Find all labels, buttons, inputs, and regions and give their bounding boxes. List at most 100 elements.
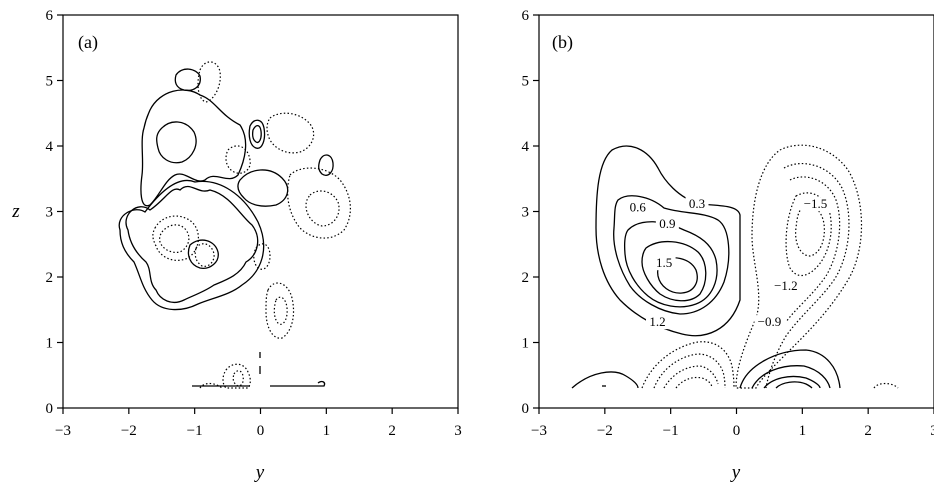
y-tick-label: 4 xyxy=(522,139,530,155)
panel-b-contour-dotted xyxy=(641,341,735,389)
contour-label: 1.2 xyxy=(649,314,665,329)
contour-label-bg xyxy=(646,315,669,330)
panel-a-contour-solid xyxy=(174,68,201,92)
panel-b-contours xyxy=(571,144,899,389)
panel-a-contour-dotted xyxy=(159,224,190,253)
panel-a-frame xyxy=(62,14,459,409)
x-tick-label: 2 xyxy=(388,423,396,439)
x-tick-label: 3 xyxy=(454,423,462,439)
panel-a-contour-solid xyxy=(118,179,265,311)
contour-label: 0.9 xyxy=(659,216,675,231)
x-tick-label: 0 xyxy=(733,423,741,439)
panel-b-contour-dotted xyxy=(873,382,899,389)
contour-label-bg xyxy=(770,279,801,294)
panel-b-contour-solid xyxy=(763,375,821,389)
x-tick-label: −1 xyxy=(187,423,203,439)
y-tick-label: 1 xyxy=(522,336,530,352)
x-tick-label: 1 xyxy=(799,423,807,439)
panel-a-contours-dotted xyxy=(152,61,351,389)
panel-b-contour-solid xyxy=(623,221,718,308)
y-tick-label: 0 xyxy=(522,401,530,417)
contour-label: 0.3 xyxy=(689,196,705,211)
panel-a-xlabel: y xyxy=(254,462,265,483)
panel-b-label: (b) xyxy=(552,32,573,53)
panel-b-contour-dotted xyxy=(765,163,850,389)
y-tick-label: 6 xyxy=(46,8,54,24)
contour-label: −0.9 xyxy=(758,314,782,329)
contour-label-bg xyxy=(685,197,709,212)
y-tick-label: 3 xyxy=(522,205,530,221)
panel-b-frame xyxy=(538,14,934,409)
contour-label: −1.5 xyxy=(804,196,828,211)
panel-a-contour-dotted xyxy=(305,190,340,227)
panel-a-contour-solid xyxy=(248,119,266,149)
panel-a-contour-dotted xyxy=(265,282,295,339)
x-tick-label: 0 xyxy=(257,423,265,439)
panel-a-contour-solid xyxy=(318,154,334,176)
contour-label-bg xyxy=(626,200,650,215)
contour-label: 0.6 xyxy=(630,200,647,215)
panel-a-contour-dotted xyxy=(232,370,244,387)
panel-a-ticks: −3 −2 −1 0 1 2 3 0 1 2 3 4 5 6 xyxy=(46,8,462,439)
contour-label-bg xyxy=(655,216,679,231)
panel-a-contour-dotted xyxy=(152,215,199,261)
panel-a-contour-solid xyxy=(156,121,197,164)
panel-a-contour-dotted xyxy=(273,296,288,325)
panel-a-label: (a) xyxy=(78,32,98,53)
panel-b-contour-dotted xyxy=(735,144,862,389)
x-tick-label: −2 xyxy=(121,423,137,439)
x-tick-label: 1 xyxy=(323,423,331,439)
contour-label-bg xyxy=(754,315,785,330)
panel-a-contour-dotted xyxy=(197,61,221,103)
panel-a-contour-dotted xyxy=(287,167,351,239)
panel-a-ylabel: z xyxy=(11,201,20,222)
panel-a: −3 −2 −1 0 1 2 3 0 1 2 3 4 5 6 xyxy=(11,8,461,483)
panel-a-contour-solid xyxy=(125,185,259,304)
y-tick-label: 1 xyxy=(46,336,54,352)
panel-b-contour-solid xyxy=(571,371,639,389)
panel-a-contour-solid xyxy=(140,89,247,207)
x-tick-label: −1 xyxy=(663,423,679,439)
y-tick-label: 6 xyxy=(522,8,530,24)
panel-a-contour-solid xyxy=(251,124,262,144)
panel-a-contour-dotted xyxy=(194,243,215,267)
y-tick-label: 5 xyxy=(522,74,530,90)
x-tick-label: −3 xyxy=(531,423,547,439)
panel-b-contour-dotted xyxy=(785,192,832,277)
panel-b-contour-dotted xyxy=(675,376,713,389)
panel-b-contour-labels: 0.6 0.3 0.9 1.5 1.2 −1.5 −1.2 −0.9 xyxy=(626,196,831,330)
panel-b-contour-dotted xyxy=(795,205,825,257)
panel-b-contour-solid xyxy=(739,349,841,389)
panel-b-contour-solid xyxy=(641,241,707,302)
panel-a-contour-dotted xyxy=(225,145,251,174)
panel-a-contour-solid xyxy=(237,169,289,207)
x-tick-label: 3 xyxy=(930,423,934,439)
panel-a-contour-solid xyxy=(187,239,219,269)
contour-label-bg xyxy=(800,197,831,212)
y-tick-label: 2 xyxy=(46,270,54,286)
y-tick-label: 5 xyxy=(46,74,54,90)
panel-b-contour-solid xyxy=(613,195,730,315)
panel-b-ticks: −3 −2 −1 0 1 2 3 0 1 2 3 4 5 6 xyxy=(522,8,934,439)
panel-b: −3 −2 −1 0 1 2 3 0 1 2 3 4 5 6 0.6 0.3 0 xyxy=(522,8,934,483)
contour-label: −1.2 xyxy=(774,278,798,293)
panel-a-contour-solid xyxy=(192,380,326,387)
panel-a-contours xyxy=(118,68,334,387)
panel-b-contour-solid xyxy=(595,145,741,337)
y-tick-label: 2 xyxy=(522,270,530,286)
contour-label: 1.5 xyxy=(656,255,672,270)
x-tick-label: −2 xyxy=(597,423,613,439)
y-tick-label: 0 xyxy=(46,401,54,417)
panel-b-contour-dotted xyxy=(653,353,726,389)
panel-b-contour-solid xyxy=(751,365,831,389)
panel-b-contour-solid xyxy=(656,257,698,294)
contour-label-bg xyxy=(652,256,676,271)
x-tick-label: 2 xyxy=(864,423,872,439)
panel-b-xlabel: y xyxy=(730,462,741,483)
panel-b-contour-dotted xyxy=(663,365,719,389)
panel-a-contour-dotted xyxy=(222,363,251,389)
panel-a-contour-dotted xyxy=(266,112,315,154)
y-tick-label: 3 xyxy=(46,205,54,221)
y-tick-label: 4 xyxy=(46,139,54,155)
